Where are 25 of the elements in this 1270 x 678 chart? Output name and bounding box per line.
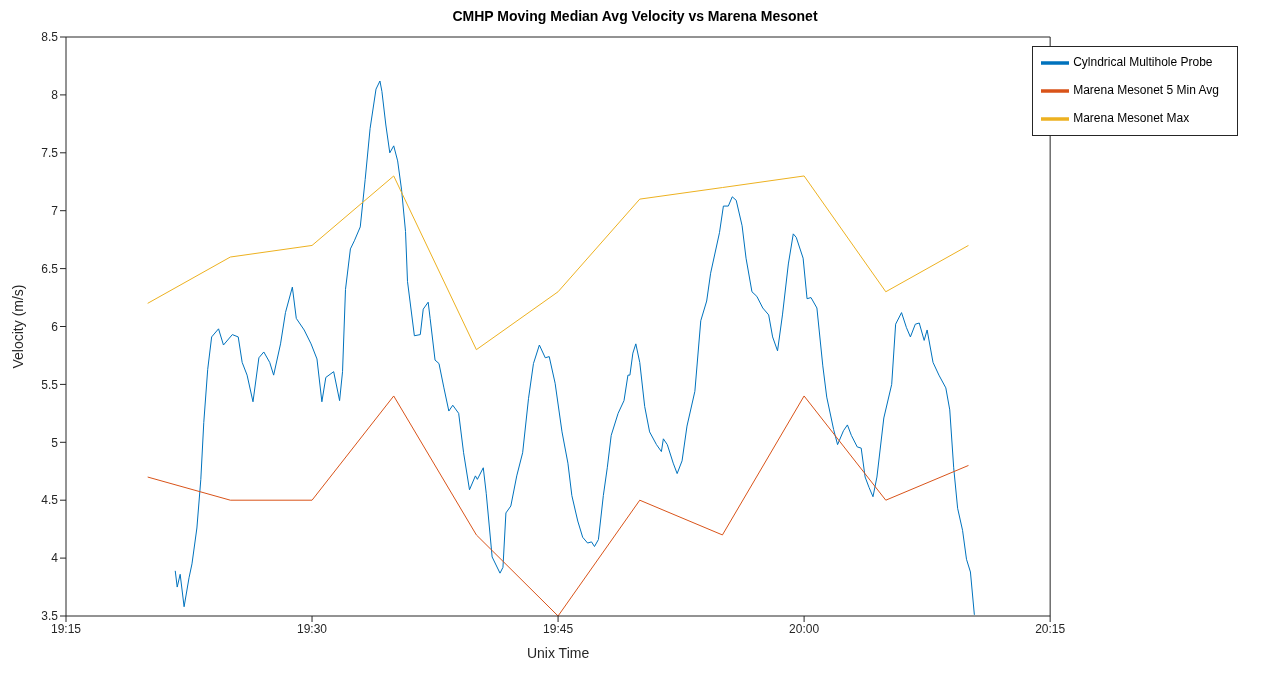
y-tick-label: 8.5 [41, 30, 59, 45]
legend-label: Marena Mesonet 5 Min Avg [1073, 83, 1219, 98]
legend-label: Marena Mesonet Max [1073, 111, 1190, 126]
chart-title: CMHP Moving Median Avg Velocity vs Marena Mesonet [451, 8, 819, 26]
line-series [147, 395, 969, 616]
y-tick-label: 8 [51, 88, 59, 103]
y-tick-label: 7.5 [41, 146, 59, 161]
y-tick-label: 6.5 [41, 261, 59, 276]
legend-label: Cylndrical Multihole Probe [1073, 55, 1213, 70]
y-tick-label: 5.5 [41, 377, 59, 392]
x-tick-label: 19:15 [50, 621, 82, 636]
y-tick-label: 7 [51, 203, 59, 218]
y-axis-title: Velocity (m/s) [9, 284, 26, 369]
x-tick-label: 20:00 [789, 621, 820, 636]
y-tick-label: 5 [51, 435, 59, 450]
x-tick-label: 20:15 [1035, 621, 1066, 636]
x-tick-label: 19:30 [297, 621, 328, 636]
x-tick-label: 19:45 [543, 621, 574, 636]
y-tick-label: 4.5 [41, 493, 59, 508]
y-tick-label: 6 [51, 319, 59, 334]
x-axis-title: Unix Time [526, 645, 590, 661]
line-series [147, 175, 969, 351]
y-tick-label: 3.5 [41, 609, 59, 624]
line-series [174, 80, 975, 616]
y-tick-label: 4 [51, 551, 59, 566]
